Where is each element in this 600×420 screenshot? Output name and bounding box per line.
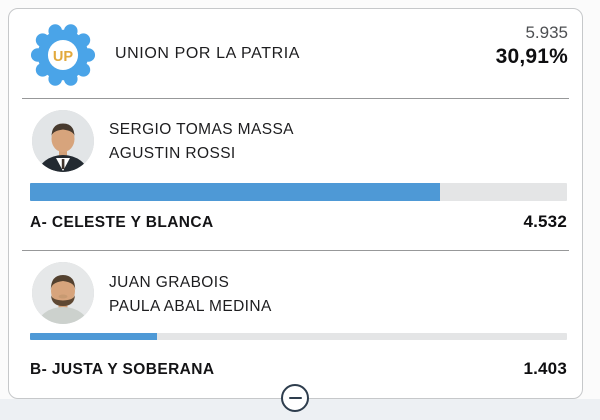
party-percent: 30,91% [495,45,568,68]
party-logo-text: UP [53,49,74,65]
candidate-names-list-b: JUAN GRABOIS PAULA ABAL MEDINA [109,271,272,319]
collapse-button[interactable] [281,384,309,412]
candidate-name: JUAN GRABOIS [109,274,230,291]
party-logo-up-sun-icon: UP [30,24,96,86]
list-a-result-row: A- CELESTE Y BLANCA 4.532 [30,212,567,232]
party-name: UNION POR LA PATRIA [115,45,301,62]
vote-bar-list-b [30,333,567,340]
party-total-votes: 5.935 [525,23,568,42]
section-divider [22,98,569,99]
candidate-photo-grabois [32,262,94,324]
list-b-votes: 1.403 [523,359,567,378]
minus-icon [288,397,302,399]
vote-bar-list-a [30,183,567,201]
candidate-name: PAULA ABAL MEDINA [109,298,272,315]
vote-bar-fill-list-a [30,183,441,201]
candidate-names-list-a: SERGIO TOMAS MASSA AGUSTIN ROSSI [109,118,294,166]
candidate-name: AGUSTIN ROSSI [109,145,236,162]
list-b-result-row: B- JUSTA Y SOBERANA 1.403 [30,359,567,379]
candidate-photo-massa [32,110,94,172]
list-a-label: A- CELESTE Y BLANCA [30,214,214,231]
candidate-name: SERGIO TOMAS MASSA [109,121,294,138]
list-a-votes: 4.532 [523,212,567,231]
party-result-card: UP UNION POR LA PATRIA 5.935 30,91% SERG… [8,8,583,399]
list-b-label: B- JUSTA Y SOBERANA [30,361,215,378]
section-divider [22,250,569,251]
party-totals: 5.935 30,91% [496,22,568,70]
vote-bar-fill-list-b [30,333,157,340]
